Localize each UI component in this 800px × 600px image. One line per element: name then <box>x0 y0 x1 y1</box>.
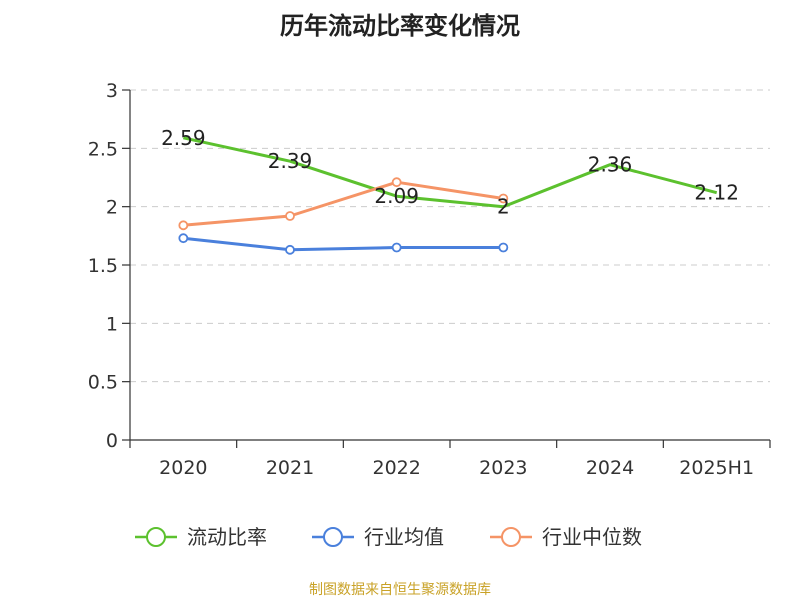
data-point <box>391 177 402 188</box>
data-point <box>391 242 402 253</box>
legend-item[interactable]: 行业均值 <box>312 525 444 549</box>
y-tick-label: 0 <box>106 430 118 452</box>
y-tick-label: 1 <box>106 313 118 335</box>
legend-item[interactable]: 流动比率 <box>135 525 267 549</box>
x-tick-label: 2024 <box>586 457 634 479</box>
gridlines <box>130 89 770 383</box>
data-label: 2.36 <box>588 153 633 177</box>
series-line-1 <box>182 136 718 209</box>
legend-marker <box>323 527 343 547</box>
series-line-3 <box>183 180 504 227</box>
data-point <box>498 242 509 253</box>
legend[interactable]: 流动比率 行业均值 行业中位数 <box>135 525 642 549</box>
source-note: 制图数据来自恒生聚源数据库 <box>309 582 491 598</box>
legend-label: 行业中位数 <box>542 525 642 549</box>
x-tick-label: 2025H1 <box>679 457 754 479</box>
data-point <box>285 211 295 221</box>
data-labels: 2.59 2.39 2.09 2 2.36 2.12 <box>161 126 739 219</box>
legend-label: 行业均值 <box>364 525 444 549</box>
x-tick-label: 2023 <box>479 457 527 479</box>
y-tick-label: 2.5 <box>88 138 118 160</box>
series-lines <box>178 136 718 255</box>
series-line-2 <box>183 236 504 252</box>
data-label: 2.39 <box>268 149 313 173</box>
legend-marker <box>146 527 166 547</box>
data-point <box>498 193 509 204</box>
legend-item[interactable]: 行业中位数 <box>490 525 642 549</box>
data-point <box>178 220 189 231</box>
data-label: 2.12 <box>694 181 739 205</box>
axes: 0 0.5 1 1.5 2 2.5 3 2020 2021 2022 2023 2024 2025H1 <box>88 80 771 479</box>
data-label: 2.09 <box>374 184 419 208</box>
legend-label: 流动比率 <box>187 525 267 549</box>
y-tick-label: 0.5 <box>88 372 118 394</box>
data-point <box>285 244 295 255</box>
x-tick-label: 2021 <box>266 457 314 479</box>
y-tick-label: 2 <box>106 197 118 219</box>
legend-marker <box>501 527 521 547</box>
chart-title: 历年流动比率变化情况 <box>280 12 520 40</box>
y-tick-label: 3 <box>106 80 118 102</box>
x-tick-label: 2022 <box>372 457 420 479</box>
y-tick-label: 1.5 <box>88 255 118 277</box>
data-point <box>178 233 189 244</box>
x-tick-label: 2020 <box>159 457 207 479</box>
data-label: 2.59 <box>161 126 206 150</box>
data-label: 2 <box>497 195 510 219</box>
